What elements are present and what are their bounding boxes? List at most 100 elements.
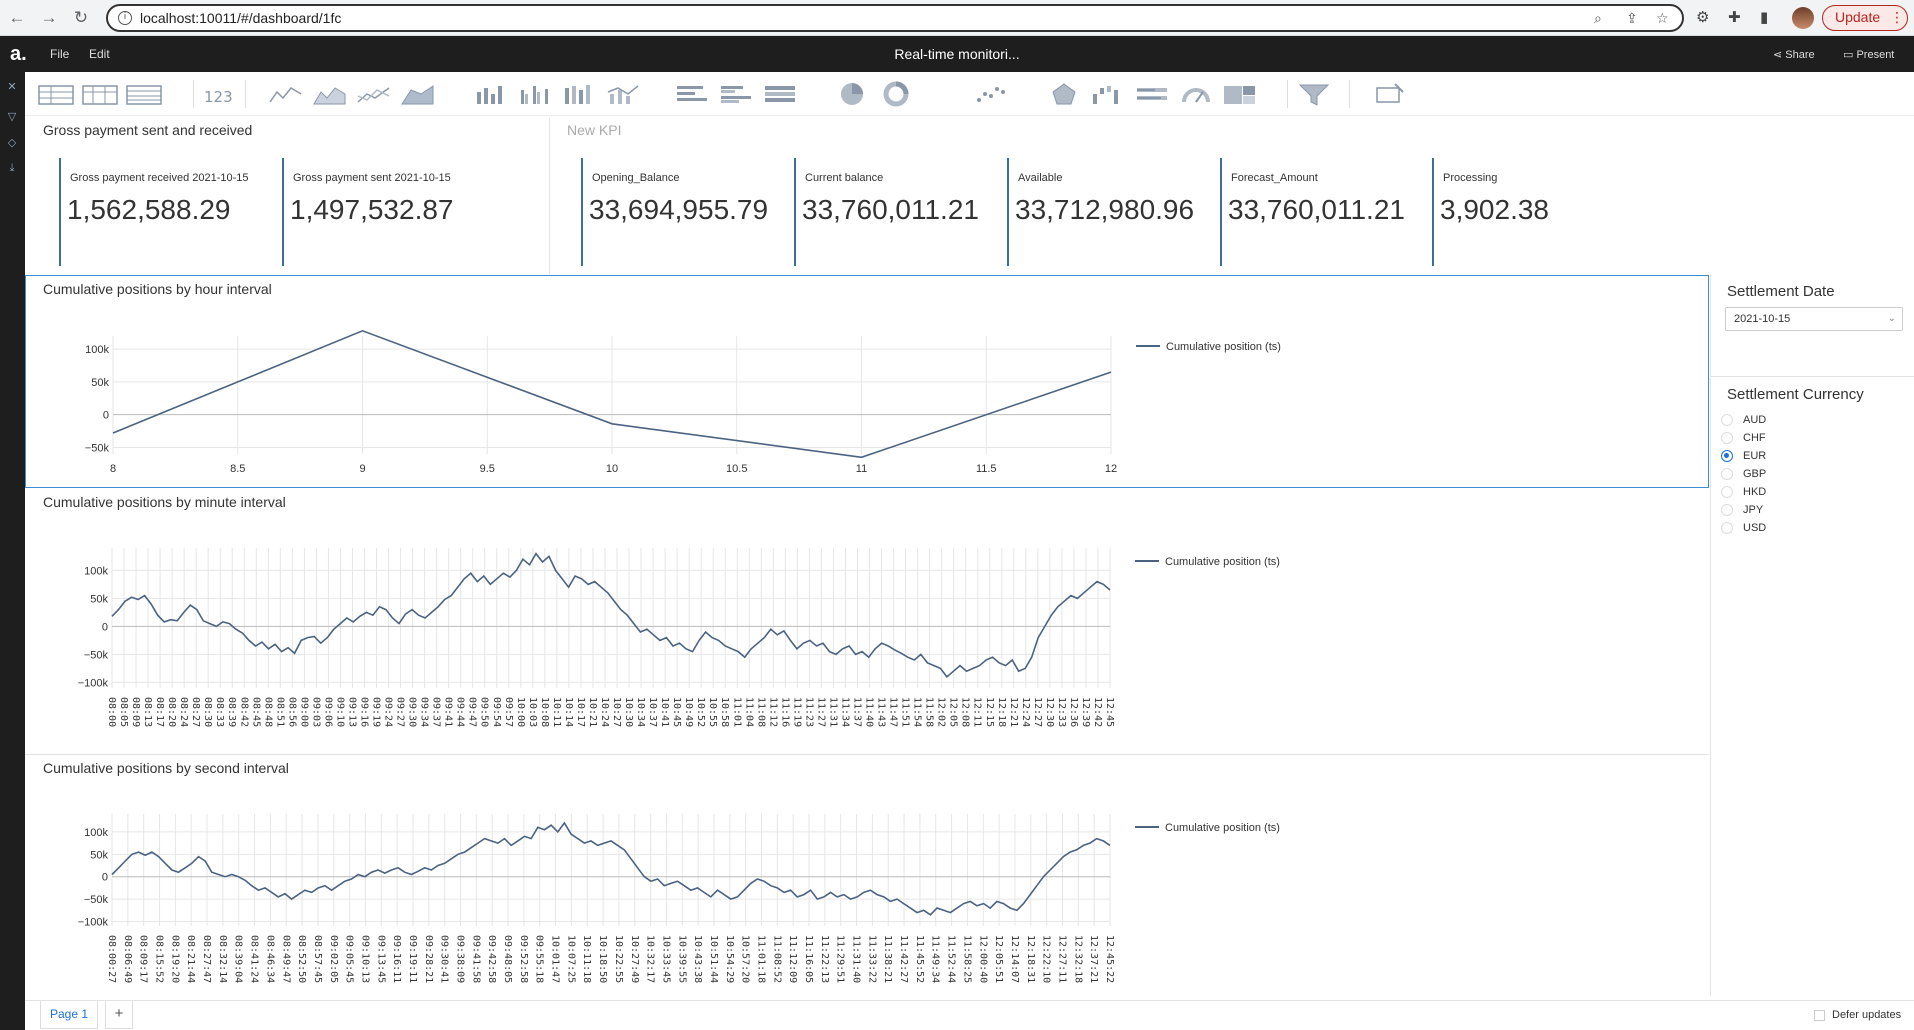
extension-icon[interactable]: ⚙ [1696, 9, 1710, 26]
add-page-button[interactable]: + [105, 1001, 133, 1029]
currency-option-gbp[interactable]: GBP [1721, 466, 1766, 482]
x-tick-label: 09:05:45 [344, 935, 355, 983]
currency-option-aud[interactable]: AUD [1721, 412, 1766, 428]
x-tick-label: 11:42:27 [898, 935, 909, 983]
defer-updates-label: Defer updates [1832, 1009, 1902, 1021]
x-tick-label: 10:41 [659, 697, 670, 727]
profile-avatar[interactable] [1792, 7, 1814, 29]
settlement-currency-filter: Settlement Currency AUD CHF EUR GBP HKD JPY US… [1710, 378, 1914, 996]
x-tick-label: 9.5 [480, 463, 495, 475]
x-tick-label: 10:01:47 [550, 935, 561, 983]
currency-option-hkd[interactable]: HKD [1721, 484, 1766, 500]
chart-title: Cumulative positions by minute interval [43, 494, 286, 510]
x-tick-label: 08:51 [274, 697, 285, 727]
x-tick-label: 08:09:17 [138, 935, 149, 983]
multi-line-chart-icon[interactable] [355, 80, 393, 108]
x-tick-label: 11:22:13 [819, 935, 830, 983]
x-tick-label: 10:58 [719, 697, 730, 727]
address-bar[interactable]: i localhost:10011/#/dashboard/1fc ⌕ ⇪ ☆ [106, 4, 1684, 32]
menu-edit[interactable]: Edit [89, 47, 110, 61]
table-widget-icon[interactable] [37, 80, 75, 108]
legend-label: Cumulative position (ts) [1165, 822, 1280, 834]
x-tick-label: 10:37 [647, 697, 658, 727]
currency-option-chf[interactable]: CHF [1721, 430, 1766, 446]
area-chart-icon[interactable] [311, 80, 349, 108]
chart-second-interval[interactable]: Cumulative positions by second interval … [25, 756, 1709, 996]
gauge-chart-icon[interactable] [1177, 80, 1215, 108]
x-tick-label: 08:56 [286, 697, 297, 727]
x-tick-label: 09:54 [491, 697, 502, 727]
bullet-chart-icon[interactable] [1133, 80, 1171, 108]
x-tick-label: 11:08:52 [771, 935, 782, 983]
radio-button[interactable] [1721, 504, 1733, 516]
bookmark-star-icon[interactable]: ☆ [1656, 10, 1669, 26]
share-page-icon[interactable]: ⇪ [1626, 10, 1638, 26]
x-tick-label: 09:50 [479, 697, 490, 727]
x-tick-label: 08:17 [154, 697, 165, 727]
column-chart-icon[interactable] [472, 80, 510, 108]
app-logo[interactable]: a. [10, 43, 27, 65]
radio-button[interactable] [1721, 414, 1733, 426]
waterfall-chart-icon[interactable] [1089, 80, 1127, 108]
download-icon[interactable]: ⤓ [9, 162, 15, 174]
browser-update-button[interactable]: Update ⋮ [1822, 5, 1908, 31]
x-tick-label: 11:04 [743, 697, 754, 727]
radio-button[interactable] [1721, 450, 1733, 462]
radar-chart-icon[interactable] [1045, 80, 1083, 108]
reload-icon[interactable]: ↻ [73, 8, 89, 27]
x-tick-label: 10 [606, 463, 618, 475]
page-tab-1[interactable]: Page 1 [40, 1001, 98, 1029]
clustered-bar-icon[interactable] [717, 80, 755, 108]
menu-file[interactable]: File [50, 47, 70, 61]
filter-icon[interactable]: ▽ [7, 111, 17, 123]
radio-button[interactable] [1721, 468, 1733, 480]
x-tick-label: 12:45:22 [1104, 935, 1115, 983]
share-button[interactable]: ⋖ Share [1773, 48, 1815, 61]
scatter-chart-icon[interactable] [971, 80, 1009, 108]
combo-chart-icon[interactable] [604, 80, 642, 108]
x-tick-label: 11:43 [876, 697, 887, 727]
tree-table-icon[interactable] [125, 80, 163, 108]
donut-chart-icon[interactable] [877, 80, 915, 108]
treemap-icon[interactable] [1221, 80, 1259, 108]
line-chart-icon[interactable] [267, 80, 305, 108]
kpi-panel-balances[interactable]: New KPI Opening_Balance 33,694,955.79 Cu… [551, 118, 1914, 274]
currency-option-usd[interactable]: USD [1721, 520, 1766, 536]
currency-option-eur[interactable]: EUR [1721, 448, 1766, 464]
radio-button[interactable] [1721, 486, 1733, 498]
sidepanel-icon[interactable]: ▮ [1760, 9, 1769, 26]
pie-chart-icon[interactable] [833, 80, 871, 108]
stacked-bar-icon[interactable] [761, 80, 799, 108]
currency-option-jpy[interactable]: JPY [1721, 502, 1763, 518]
present-button[interactable]: ▭ Present [1843, 48, 1894, 61]
x-tick-label: 12:42 [1092, 697, 1103, 727]
kpi-panel-gross[interactable]: Gross payment sent and received Gross pa… [25, 118, 550, 274]
radio-button[interactable] [1721, 522, 1733, 534]
stacked-column-icon[interactable] [560, 80, 598, 108]
defer-updates-checkbox[interactable] [1814, 1010, 1825, 1021]
forward-icon[interactable]: → [40, 8, 58, 27]
pivot-table-icon[interactable] [81, 80, 119, 108]
x-tick-label: 12:21 [1008, 697, 1019, 727]
radio-button[interactable] [1721, 432, 1733, 444]
widgets-icon[interactable]: ✕ [7, 81, 17, 93]
x-tick-label: 11:01 [731, 697, 742, 727]
bar-chart-icon[interactable] [673, 80, 711, 108]
puzzle-icon[interactable]: ✚ [1728, 9, 1741, 26]
site-info-icon[interactable]: i [118, 11, 132, 25]
style-icon[interactable]: ◇ [7, 137, 17, 149]
kpi-label: Opening_Balance [592, 172, 680, 184]
url-text[interactable]: localhost:10011/#/dashboard/1fc [140, 10, 342, 26]
kpi-widget-icon[interactable]: 123 [200, 80, 238, 108]
settlement-date-select[interactable]: 2021-10-15 ⌄ [1725, 307, 1903, 331]
x-tick-label: 11:19 [791, 697, 802, 727]
clustered-column-icon[interactable] [516, 80, 554, 108]
back-icon[interactable]: ← [8, 8, 26, 27]
text-editor-icon[interactable] [1371, 80, 1409, 108]
chart-minute-interval[interactable]: Cumulative positions by minute interval … [25, 490, 1709, 755]
x-tick-label: 09:19:11 [407, 935, 418, 983]
funnel-filter-icon[interactable] [1295, 80, 1333, 108]
stacked-area-icon[interactable] [399, 80, 437, 108]
zoom-icon[interactable]: ⌕ [1594, 10, 1602, 26]
